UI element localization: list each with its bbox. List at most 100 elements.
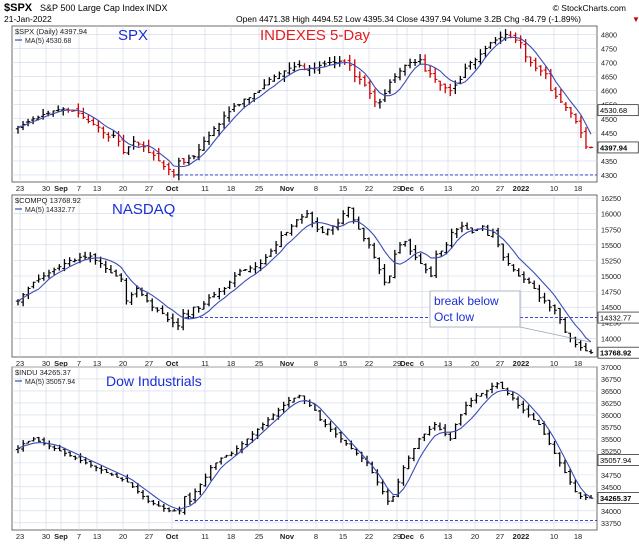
x-tick-label: 25: [255, 532, 263, 541]
last-close-tag-box: [597, 492, 639, 505]
price-bar: [250, 431, 255, 443]
x-tick-label: 13: [444, 532, 452, 541]
price-bar: [206, 294, 212, 307]
price-bar: [273, 240, 279, 254]
y-tick-label: 33750: [601, 519, 621, 528]
x-tick-label: 18: [227, 359, 235, 368]
series-legend: $COMPQ 13768.92: [15, 196, 81, 205]
x-tick-label: 20: [471, 184, 479, 193]
y-tick-label: 4600: [601, 87, 617, 96]
x-tick-label: 13: [93, 184, 101, 193]
price-bar: [356, 216, 361, 230]
price-bar: [547, 299, 552, 312]
x-tick-label: 18: [574, 359, 582, 368]
price-bar: [521, 400, 526, 414]
price-bar: [371, 242, 377, 259]
series-label: SPX: [118, 27, 148, 44]
price-bar: [182, 495, 187, 515]
x-tick-label: 18: [574, 184, 582, 193]
x-tick-label: 29: [393, 184, 401, 193]
y-tick-label: 15000: [601, 272, 621, 281]
y-tick-label: 14750: [601, 288, 621, 297]
price-bar: [297, 60, 302, 68]
x-tick-label: 13: [93, 359, 101, 368]
price-bar: [198, 483, 203, 496]
x-tick-label: 23: [16, 184, 24, 193]
price-bar: [495, 227, 501, 248]
ma-value-tag-box: [597, 104, 639, 117]
price-bar: [36, 436, 42, 443]
price-bar: [533, 57, 538, 72]
price-bar: [474, 393, 479, 404]
price-bar: [232, 272, 238, 288]
series-label: Dow Industrials: [106, 373, 202, 389]
price-bar: [88, 460, 94, 468]
price-bar: [489, 382, 495, 394]
price-bar: [547, 429, 552, 446]
x-tick-label: 11: [201, 532, 209, 541]
x-tick-label: 2022: [513, 359, 530, 368]
ma-line: [17, 36, 592, 168]
price-bar: [438, 80, 443, 91]
y-tick-label: 36750: [601, 375, 621, 384]
price-bar: [106, 132, 111, 142]
price-bar: [377, 98, 383, 109]
y-tick-label: 15500: [601, 241, 621, 250]
x-tick-label: 18: [227, 532, 235, 541]
y-tick-label: 36250: [601, 399, 621, 408]
price-bar: [292, 61, 297, 73]
y-tick-label: 14500: [601, 303, 621, 312]
price-bar: [495, 382, 500, 389]
x-tick-label: 10: [550, 532, 558, 541]
price-bar: [186, 154, 192, 165]
x-tick-label: 20: [119, 184, 127, 193]
price-bar: [124, 277, 129, 305]
price-bar: [511, 264, 516, 272]
price-bar: [229, 451, 234, 457]
price-bar: [390, 495, 396, 503]
x-tick-label: Dec: [400, 184, 414, 193]
price-bar: [413, 245, 418, 261]
price-bar: [237, 268, 243, 277]
price-bar: [206, 131, 212, 145]
exchange-label: INDX: [146, 3, 168, 13]
series-legend: $SPX (Daily) 4397.94: [15, 27, 87, 36]
ma-line: [17, 389, 592, 510]
y-tick-label: 15250: [601, 256, 621, 265]
x-tick-label: 6: [420, 359, 424, 368]
price-bar: [263, 254, 268, 265]
price-bar: [109, 472, 114, 476]
price-bar: [407, 58, 413, 69]
price-bar: [422, 433, 427, 442]
price-bar: [170, 313, 176, 328]
price-bar: [468, 60, 473, 70]
price-bar: [236, 103, 242, 107]
price-bar: [284, 231, 289, 236]
price-bar: [72, 258, 77, 263]
price-bar: [463, 63, 468, 79]
price-bar: [134, 285, 139, 298]
chart-panel-2: 3375034000342503450034750350003525035500…: [11, 363, 639, 541]
price-bar: [588, 349, 594, 354]
price-bar: [111, 130, 116, 138]
price-bar: [433, 250, 439, 278]
y-tick-label: 36000: [601, 411, 621, 420]
price-bar: [36, 274, 41, 283]
price-bar: [412, 59, 418, 66]
price-bar: [526, 405, 531, 418]
price-bar: [464, 222, 470, 230]
price-bar: [437, 422, 443, 431]
last-close-tag: 34265.37: [600, 494, 631, 503]
y-tick-label: 35500: [601, 435, 621, 444]
price-bar: [377, 257, 382, 275]
x-tick-label: 10: [550, 184, 558, 193]
price-bar: [362, 75, 368, 87]
price-bar: [26, 440, 31, 444]
chart-panel-0: 4300435044004450450045504600465047004750…: [11, 25, 639, 193]
price-bar: [583, 342, 589, 352]
price-bar: [101, 126, 106, 139]
x-tick-label: 13: [444, 184, 452, 193]
price-bar: [501, 243, 506, 261]
price-bar: [304, 209, 310, 218]
